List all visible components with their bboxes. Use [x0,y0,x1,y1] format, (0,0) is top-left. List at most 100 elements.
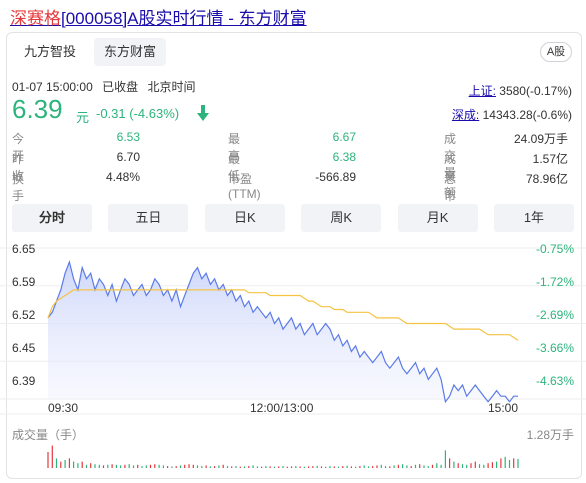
volume-bar [98,464,100,468]
y-price-tick: 6.52 [12,308,36,322]
y-price-tick: 6.45 [12,341,36,355]
volume-bar [64,460,66,468]
market-badge: A股 [540,42,572,62]
period-tab[interactable]: 1年 [493,204,574,232]
volume-bar [175,466,177,468]
period-tab[interactable]: 周K [301,204,382,232]
market-state: 已收盘 [102,80,139,94]
volume-bar [102,465,105,468]
quote-card [6,32,582,479]
volume-bar [487,463,489,468]
y-pct-tick: -3.66% [535,341,574,355]
volume-bar [457,463,459,468]
tab-jiufang[interactable]: 九方智投 [24,44,77,59]
volume-bar [453,461,455,468]
price-line [47,260,518,404]
volume-bar [51,445,53,468]
volume-bar [393,465,395,468]
x-tick-open: 09:30 [48,401,79,415]
page-title-link[interactable]: 深赛格[000058]A股实时行情 - 东方财富 [10,4,307,29]
stat-label: 成交量 [444,132,457,180]
stat-value: 6.67 [332,130,356,144]
volume-bar [201,466,203,468]
volume-bar [184,464,186,468]
status-line: 01-07 15:00:00 已收盘 北京时间 [12,78,201,95]
volume-bar [81,461,83,468]
volume-label: 成交量（手） [12,428,85,442]
stat-label: 市盈(TTM) [228,172,261,201]
x-tick-noon: 12:00/13:00 [250,401,314,415]
period-tab[interactable]: 月K [397,204,478,232]
volume-bar [470,463,472,468]
stat-label: 最 高 [228,132,253,163]
volume-bar [235,466,237,468]
y-pct-tick: -0.75% [535,242,574,256]
volume-bar [419,464,421,468]
volume-bar [427,466,429,468]
title-rest[interactable]: [000058]A股实时行情 - 东方财富 [61,9,307,28]
volume-bar [278,466,280,468]
volume-bar [73,461,75,468]
stat-label: 最 低 [228,152,253,183]
y-pct-tick: -2.69% [535,308,574,322]
intraday-chart [0,247,586,468]
period-tab[interactable]: 日K [204,204,285,232]
volume-bar [461,464,464,468]
volume-bar [513,458,515,468]
volume-bar [141,466,143,468]
x-tick-close: 15:00 [488,401,519,415]
volume-bar [410,466,412,468]
index-shanghai-value: 3580(-0.17%) [499,84,572,98]
volume-bar [329,466,331,468]
index-shenzhen: 深成: 14343.28(-0.6%) [452,106,572,123]
volume-bar [218,465,220,468]
volume-bar [380,464,382,468]
stat-value: 24.09万手 [513,132,568,146]
volume-bar [325,466,327,468]
period-tab[interactable]: 五日 [108,204,189,232]
stat-value: 6.70 [116,150,140,164]
quote-time: 01-07 15:00:00 [12,80,93,94]
volume-bar [222,464,224,468]
volume-bar [496,461,498,468]
volume-bar [149,464,152,468]
volume-bar [55,458,58,468]
period-tab[interactable]: 分时 [12,204,92,232]
tab-eastmoney[interactable]: 东方财富 [94,38,167,66]
volume-bar [316,465,318,468]
period-tabs: 分时 五日 日K 周K 月K 1年 [12,204,574,232]
volume-bar [359,466,361,468]
volume-bar [367,466,370,468]
y-pct-tick: -1.72% [535,275,574,289]
volume-bar [346,465,348,468]
volume-bar [226,466,229,468]
volume-bar [449,458,451,468]
stat-label: 今 开 [12,132,37,163]
volume-bar [286,466,288,468]
volume-bar [47,452,49,468]
stat-value: -566.89 [315,170,356,184]
volume-bar [342,466,344,468]
stat-label: 成交额 [444,152,457,200]
volume-bar [402,464,404,468]
volume-bar [504,456,506,468]
stat-value: 1.57亿 [532,152,568,166]
stock-name[interactable]: 深赛格 [10,9,61,28]
index-shanghai-label[interactable]: 上证: [468,84,496,98]
volume-bar [273,466,276,468]
volume-bar [423,465,425,468]
price-unit: 元 [76,110,90,125]
volume-bar [372,466,374,468]
volume-bar [205,465,207,468]
stat-label: 昨 收 [12,152,37,183]
volume-bar [128,464,130,468]
volume-bar [77,463,79,468]
volume-bar [196,465,199,468]
volume-bar [171,466,173,468]
volume-bar [350,466,352,468]
index-shenzhen-label[interactable]: 深成: [451,108,480,122]
current-price: 6.39 [12,94,63,124]
volume-bar [115,464,117,468]
volume-bar [483,464,485,468]
stat-value: 6.53 [116,130,140,144]
